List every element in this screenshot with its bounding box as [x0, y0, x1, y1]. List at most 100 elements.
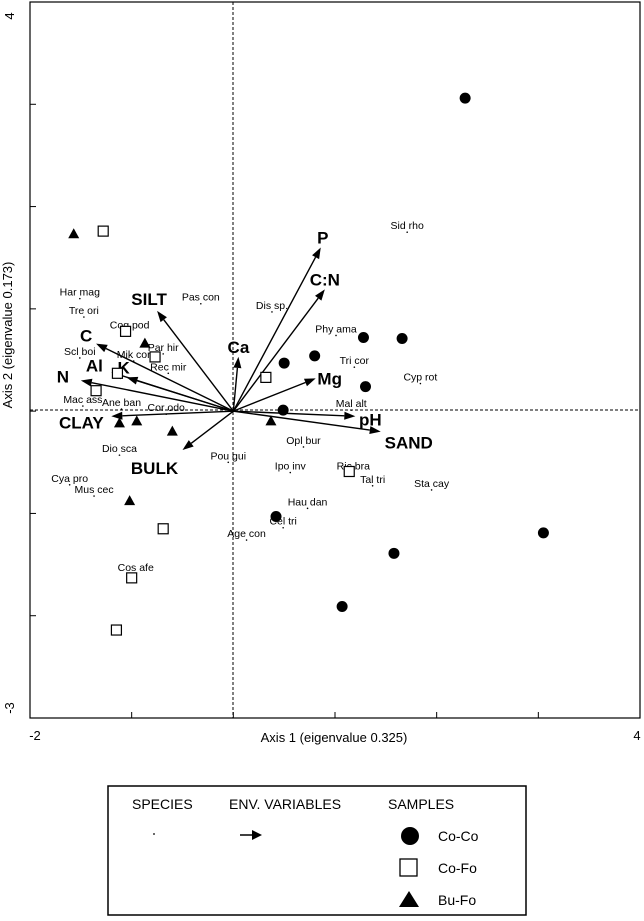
- sample-co-fo-15: [111, 367, 124, 379]
- x-tick-label-min: -2: [29, 728, 41, 743]
- legend-box: [107, 785, 527, 916]
- species-point-mik-cor: [132, 360, 135, 362]
- species-label-sid-rho: Sid rho: [391, 220, 424, 232]
- sample-co-co-9: [537, 527, 549, 539]
- species-point-tri-cor: [353, 366, 356, 368]
- species-point-sid-rho: [406, 231, 408, 233]
- species-label-mus-cec: Mus cec: [75, 484, 114, 496]
- sample-co-fo-18: [157, 523, 169, 535]
- env-label-ph: pH: [359, 410, 382, 429]
- env-arrow-k: [126, 376, 234, 412]
- species-point-pou-gui: [227, 461, 230, 464]
- env-arrow-mg: [233, 378, 316, 412]
- x-tick-label-max: 4: [633, 728, 640, 743]
- species-point-cya-pro: [68, 483, 71, 486]
- species-point-ipo-inv: [289, 471, 292, 474]
- env-arrow-c-n: [232, 289, 325, 412]
- species-label-scl-boi: Scl boi: [64, 346, 96, 358]
- species-label-pas-con: Pas con: [182, 292, 220, 304]
- env-label-al: Al: [86, 356, 103, 375]
- species-label-cya-pro: Cya pro: [51, 473, 88, 485]
- sample-co-fo-13: [149, 351, 161, 363]
- species-label-rec-mir: Rec mir: [150, 361, 187, 373]
- sample-co-fo-14: [260, 371, 272, 383]
- species-label-tre-ori: Tre ori: [69, 305, 99, 317]
- species-point-cyp-rot: [419, 382, 422, 385]
- sample-co-co-4: [278, 357, 290, 369]
- sample-bu-fo-21: [68, 228, 80, 239]
- species-point-rec-mir: [167, 372, 170, 375]
- env-arrow-n: [80, 378, 234, 412]
- sample-bu-fo-24: [131, 415, 143, 426]
- species-label-ane-ban: Ane ban: [102, 397, 141, 409]
- species-label-mal-alt: Mal alt: [336, 398, 367, 410]
- species-point-phy-ama: [335, 334, 337, 337]
- species-label-dis-sp: Dis sp.: [256, 300, 288, 312]
- legend-label-bu-fo: Bu-Fo: [438, 892, 476, 908]
- env-arrow-ca: [232, 356, 242, 412]
- env-arrow-sand: [233, 410, 381, 435]
- env-label-c: C: [80, 327, 92, 346]
- species-point-dio-sca: [118, 454, 121, 456]
- sample-co-fo-20: [110, 624, 123, 636]
- species-point-tre-ori: [83, 316, 85, 318]
- env-arrow-bulk: [182, 410, 234, 451]
- species-label-ipo-inv: Ipo inv: [275, 461, 307, 473]
- species-point-cel-tri: [282, 526, 284, 529]
- species-label-par-hir: Par hir: [148, 342, 179, 354]
- sample-points: [68, 92, 549, 636]
- sample-bu-fo-26: [265, 415, 277, 426]
- sample-bu-fo-25: [166, 425, 178, 436]
- species-point-scl-boi: [79, 357, 81, 359]
- legend-species-dot-symbol: [153, 833, 155, 835]
- species-point-ane-ban: [120, 408, 123, 410]
- axis-ticks: [29, 1, 641, 719]
- legend-marker-bu-fo: [399, 891, 419, 907]
- env-label-p: P: [317, 228, 328, 247]
- legend-label-co-co: Co-Co: [438, 828, 479, 844]
- sample-bu-fo-27: [124, 495, 136, 506]
- env-label-n: N: [57, 367, 69, 386]
- species-label-mik-cor: Mik cor: [117, 349, 151, 361]
- species-label-dio-sca: Dio sca: [102, 443, 137, 455]
- sample-co-co-8: [388, 547, 400, 559]
- sample-co-fo-12: [119, 325, 132, 337]
- env-arrow-clay: [111, 410, 234, 420]
- env-arrow-p: [232, 247, 321, 412]
- species-point-har-mag: [79, 297, 81, 300]
- species-point-dis-sp: [271, 311, 273, 313]
- species-point-pas-con: [200, 302, 202, 305]
- env-label-sand: SAND: [385, 434, 433, 453]
- x-axis-label: Axis 1 (eigenvalue 0.325): [261, 730, 408, 745]
- sample-co-co-10: [336, 601, 348, 613]
- env-label-clay: CLAY: [59, 413, 104, 432]
- species-label-tal-tri: Tal tri: [360, 474, 385, 486]
- species-label-cor-odo: Cor odo: [148, 402, 186, 414]
- sample-co-fo-19: [126, 572, 138, 584]
- species-point-opl-bur: [302, 446, 305, 448]
- legend-marker-co-fo: [399, 858, 418, 877]
- sample-bu-fo-22: [139, 337, 151, 348]
- species-points: Sid rho Pas con Har mag Tre ori Cog pod Dis s…: [51, 220, 450, 575]
- species-label-hau-dan: Hau dan: [288, 496, 328, 508]
- y-tick-label-max: 4: [2, 12, 17, 19]
- y-tick-label-min: -3: [2, 702, 17, 714]
- species-point-par-hir: [162, 353, 164, 355]
- env-arrow-c: [96, 343, 234, 412]
- species-point-mal-alt: [350, 409, 353, 411]
- sample-co-co-0: [459, 92, 471, 104]
- species-label-sta-cay: Sta cay: [414, 478, 450, 490]
- species-label-cog-pod: Cog pod: [110, 319, 150, 331]
- species-point-mus-cec: [93, 495, 95, 497]
- species-point-age-con: [245, 539, 248, 541]
- legend-header-env-variables: ENV. VARIABLES: [229, 796, 341, 812]
- env-label-bulk: BULK: [131, 459, 179, 478]
- env-label-ca: Ca: [228, 338, 250, 357]
- sample-co-fo-11: [97, 225, 109, 237]
- species-point-mac-ass: [82, 405, 84, 407]
- species-point-sta-cay: [430, 489, 433, 491]
- sample-co-co-5: [360, 381, 371, 393]
- species-label-opl-bur: Opl bur: [286, 435, 321, 447]
